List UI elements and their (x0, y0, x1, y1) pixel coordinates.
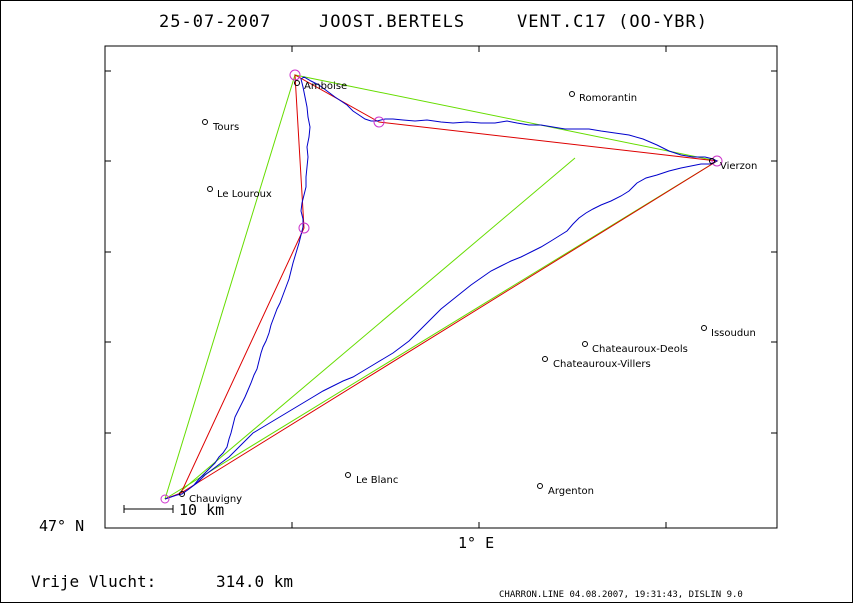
turnpoint-marker (289, 69, 301, 81)
city-label: Issoudun (711, 328, 756, 339)
header-glider: VENT.C17 (OO-YBR) (517, 12, 708, 32)
city-markers (179, 80, 715, 497)
longitude-label: 1° E (458, 534, 494, 552)
route-line (164, 74, 719, 500)
turnpoints (160, 69, 723, 504)
latitude-label: 47° N (39, 517, 84, 535)
city-label: Le Louroux (217, 189, 272, 200)
header-date: 25-07-2007 (159, 12, 271, 32)
city-label: Argenton (548, 486, 594, 497)
plot-frame (104, 45, 778, 529)
city-label: Amboise (304, 81, 347, 92)
credit-line: CHARRON.LINE 04.08.2007, 19:31:43, DISLI… (499, 590, 743, 600)
start-marker (160, 494, 170, 504)
turnpoint-marker (373, 116, 385, 128)
scale-bar (123, 505, 174, 513)
city-label: Le Blanc (356, 475, 398, 486)
axis-ticks (105, 46, 777, 528)
turnpoint-marker (298, 222, 310, 234)
turnpoint-marker (711, 155, 723, 167)
city-label: Chauvigny (189, 494, 242, 505)
city-label: Chateauroux-Villers (553, 359, 651, 370)
city-label: Chateauroux-Deols (592, 344, 688, 355)
city-label: Tours (212, 122, 239, 133)
distance-value: 314.0 km (216, 572, 293, 591)
distance-label: Vrije Vlucht: (31, 572, 156, 591)
city-label: Romorantin (579, 93, 637, 104)
gps-track (164, 76, 719, 500)
city-label: Vierzon (720, 161, 757, 172)
header-pilot: JOOST.BERTELS (319, 12, 465, 32)
scale-bar-label: 10 km (179, 501, 224, 519)
fai-triangle (164, 74, 719, 500)
